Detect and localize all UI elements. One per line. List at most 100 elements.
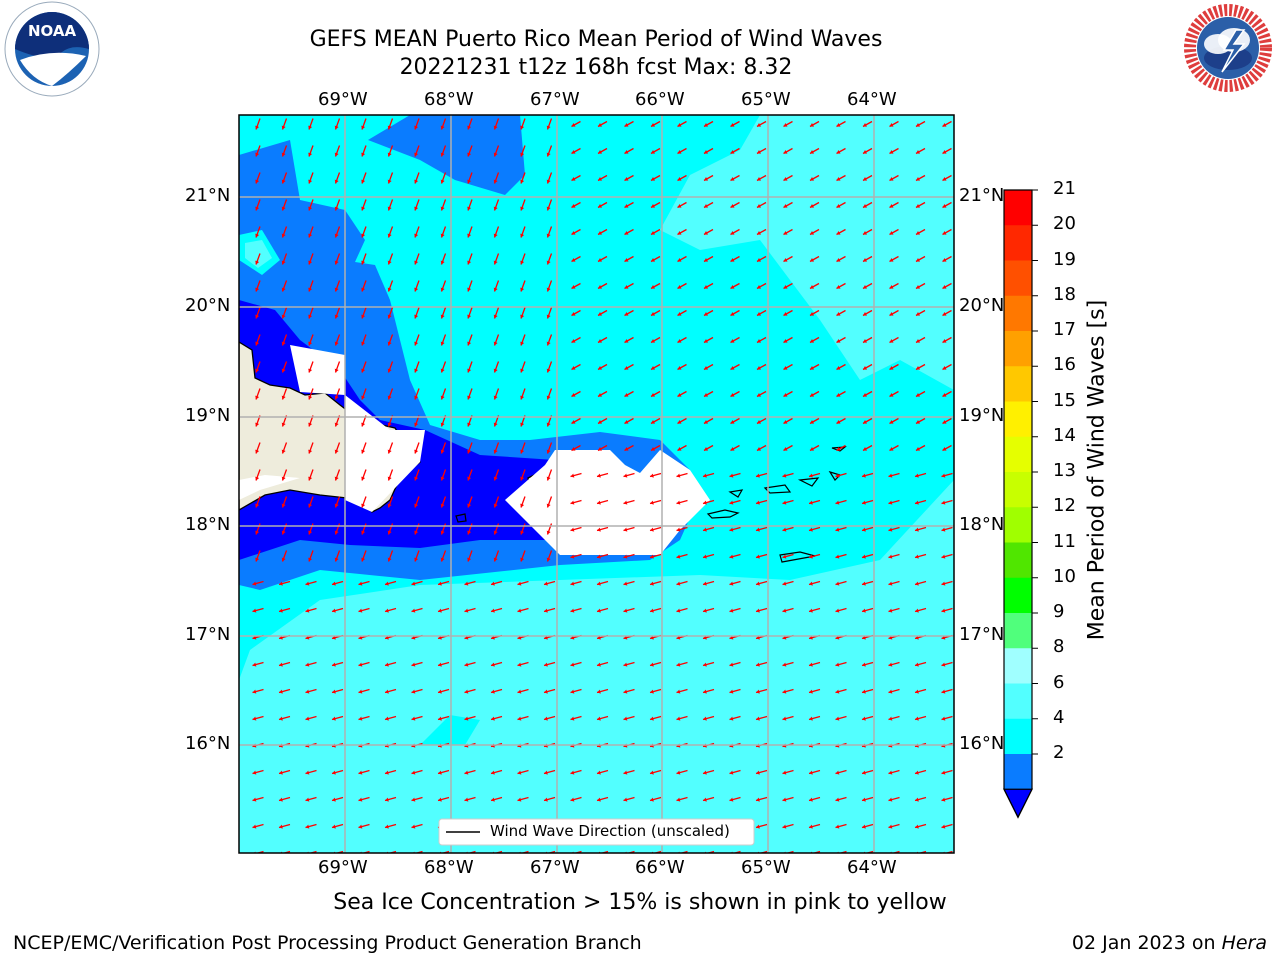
wave-arrow-head [730,420,735,424]
wave-arrow-head [571,204,576,208]
wave-arrow-head [387,368,392,373]
wave-arrow-head [598,366,602,370]
wave-arrow-head [334,233,339,238]
wave-arrow-head [888,716,893,721]
wave-arrow-head [836,258,841,262]
wave-arrow-head [623,662,628,667]
wave-arrow-head [756,473,760,478]
lat-tick-right: 20°N [959,295,1005,316]
wave-arrow-head [704,420,708,424]
wave-arrow-head [467,314,472,319]
wave-arrow-head [835,554,840,559]
wave-arrow-head [756,554,760,559]
wave-arrow-head [255,368,260,373]
wave-arrow-head [651,285,655,289]
wave-arrow-head [467,287,472,292]
lat-tick-left: 18°N [185,514,231,535]
wave-arrow-head [279,824,283,829]
wave-arrow-head [546,260,551,265]
ocean-6-8-pocket [245,240,272,268]
wave-arrow-head [491,608,495,613]
wave-arrow-head [493,125,498,130]
wave-arrow-head [493,449,498,454]
colorbar-segment [1004,190,1032,226]
wave-arrow-head [361,395,366,400]
wave-arrow-head [597,581,601,586]
wave-arrow-head [650,473,654,478]
wave-arrow-head [809,554,813,559]
wave-arrow-head [650,527,654,532]
wave-arrow-head [544,716,548,721]
wave-arrow-head [308,314,313,319]
wave-arrow-head [411,770,416,775]
wave-arrow-head [255,476,260,481]
wave-arrow [547,850,556,853]
wave-arrow-head [281,449,286,454]
wave-arrow-head [546,476,551,481]
wave-arrow-head [915,797,919,802]
wave-arrow-head [941,500,946,505]
wave-arrow-head [598,393,602,397]
wave-arrow [732,850,741,853]
wave-arrow-head [651,447,655,451]
wave-arrow-head [782,581,787,586]
wave-arrow-head [757,393,761,397]
wave-arrow-head [863,258,867,262]
wave-arrow [494,850,503,853]
wave-arrow-head [782,689,787,694]
wave-arrow-head [334,314,339,319]
wave-arrow-head [915,608,919,613]
wave-arrow-head [493,557,498,562]
wave-arrow-head [334,152,339,157]
wave-arrow-head [464,797,469,802]
wave-arrow-head [624,123,629,127]
wave-arrow-head [598,177,602,181]
wave-arrow-head [544,770,548,775]
wave-arrow-head [520,368,525,373]
wave-arrow-head [676,716,681,721]
wave-arrow-head [332,608,336,613]
wave-arrow-head [255,341,260,346]
wave-arrow-head [888,527,893,532]
colorbar-tick-label: 9 [1053,601,1065,622]
wave-arrow-head [916,339,920,343]
wave-arrow-head [334,179,339,184]
wave-arrow-head [308,557,313,562]
wave-arrow-head [676,473,681,478]
wave-arrow-head [809,770,813,775]
wave-arrow-head [493,152,498,157]
wave-arrow-head [651,177,655,181]
wave-arrow-head [863,150,867,154]
wave-arrow-head [889,339,894,343]
wave-arrow-head [704,447,708,451]
wave-arrow-head [597,554,601,559]
wave-arrow-head [520,206,525,211]
colorbar-segment [1004,754,1032,790]
wave-arrow-head [440,287,445,292]
wave-arrow-head [570,797,575,802]
wave-arrow-head [888,770,893,775]
wave-arrow-head [623,797,628,802]
wave-arrow-head [597,770,601,775]
wave-arrow-head [624,339,629,343]
wave-arrow-head [624,231,629,235]
wave-arrow-head [571,312,576,316]
wave-arrow-head [546,233,551,238]
map-frame [238,114,955,854]
wave-arrow-head [915,527,919,532]
wave-arrow-head [650,662,654,667]
wave-arrow-head [438,797,442,802]
wave-arrow-head [438,770,442,775]
wave-arrow-head [651,258,655,262]
wave-arrow-head [571,366,576,370]
wave-arrow-head [676,527,681,532]
wave-arrow-head [252,716,257,721]
wave-arrow-head [361,503,366,508]
wave-arrow [653,850,662,853]
wave-arrow-head [544,662,548,667]
wave-arrow-head [414,368,419,373]
noaa-logo: NOAA [4,1,100,97]
wave-arrow-head [361,125,366,130]
lat-tick-left: 19°N [185,405,231,426]
wave-arrow-head [546,287,551,292]
